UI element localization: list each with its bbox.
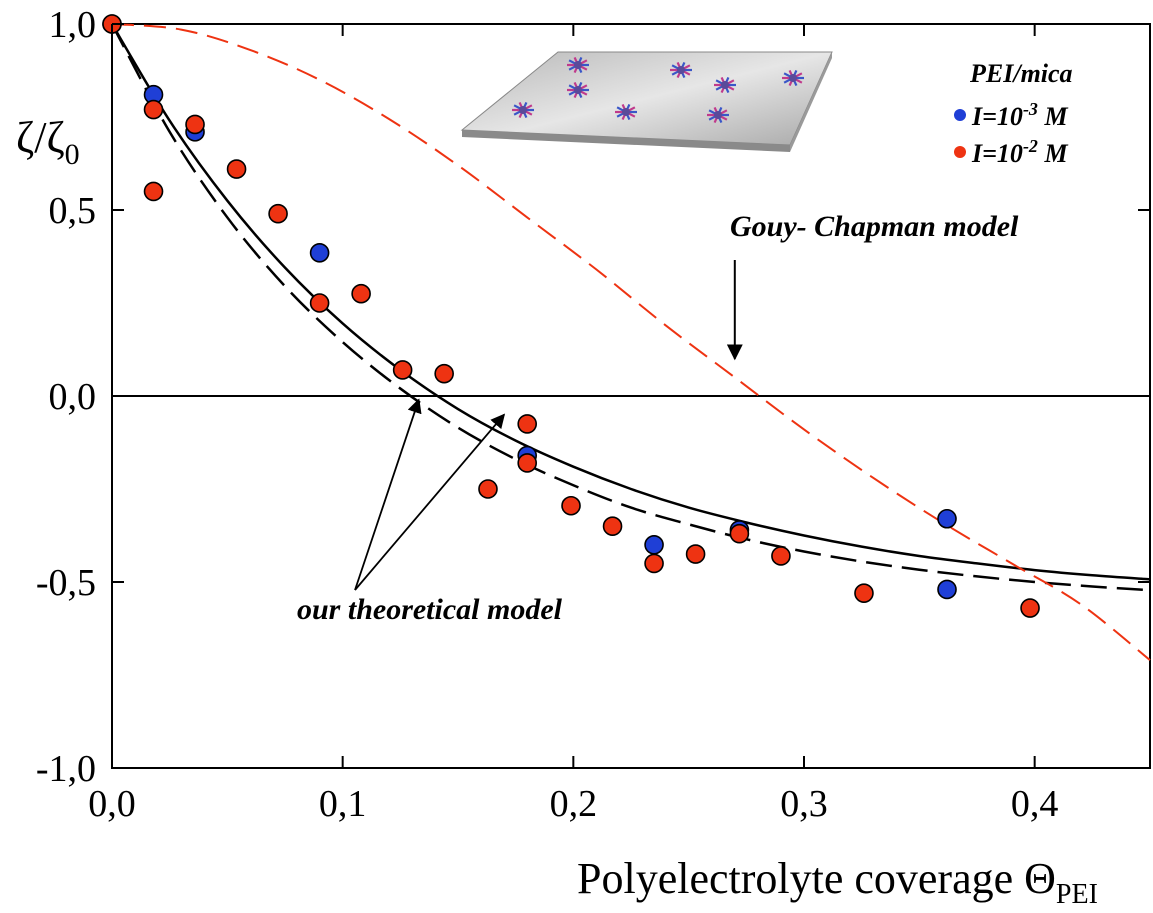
data-point-red xyxy=(1020,598,1040,618)
y-axis-label-main: ζ/ζ xyxy=(16,113,65,162)
data-point-red xyxy=(478,479,498,499)
data-point-red xyxy=(771,546,791,566)
data-point-red xyxy=(644,553,664,574)
legend-item-1-sup: -3 xyxy=(1023,99,1038,119)
data-points xyxy=(102,14,1040,618)
data-point-blue xyxy=(644,534,664,555)
data-point-red xyxy=(309,293,330,313)
data-point-red xyxy=(729,523,750,544)
x-axis-label-main: Polyelectrolyte coverage Θ xyxy=(577,854,1056,903)
y-axis-label-sub: 0 xyxy=(65,138,80,171)
pei-molecule xyxy=(714,76,736,94)
data-point-blue xyxy=(309,242,330,263)
x-tick-label: 0,0 xyxy=(88,783,136,825)
theory-curve-solid xyxy=(110,23,1151,581)
axis-ticks: 0,0 0,1 0,2 0,3 0,4 1,0 0,5 0,0 -0,5 -1,0 xyxy=(36,4,1150,825)
legend-item-1-suffix: M xyxy=(1038,102,1069,131)
annotations xyxy=(354,260,743,591)
pei-molecule xyxy=(567,56,589,74)
y-tick-label: -0,5 xyxy=(36,562,96,604)
data-point-blue xyxy=(937,508,957,529)
mica-slab-side xyxy=(790,52,832,152)
x-tick-label: 0,2 xyxy=(550,783,598,825)
legend: PEI/mica I=10-3 M I=10-2 M xyxy=(954,59,1073,168)
y-tick-label: -1,0 xyxy=(36,748,96,790)
data-point-red xyxy=(854,583,874,603)
pei-molecule xyxy=(567,81,589,99)
data-point-red xyxy=(602,516,623,537)
mica-surface-illustration xyxy=(460,51,833,152)
pei-molecule xyxy=(782,69,804,87)
theory-arrow-1 xyxy=(354,398,422,591)
data-point-red xyxy=(685,544,706,564)
data-point-red xyxy=(268,203,288,224)
y-tick-label: 0,5 xyxy=(49,190,97,232)
legend-item-1: I=10-3 M xyxy=(971,99,1068,131)
mica-slab-top xyxy=(460,51,833,146)
legend-marker-red xyxy=(954,146,966,158)
gouy-chapman-label: Gouy- Chapman model xyxy=(730,210,1019,243)
data-point-red xyxy=(517,414,538,434)
theory-arrow-2 xyxy=(354,413,506,591)
data-point-red xyxy=(561,495,581,516)
legend-title: PEI/mica xyxy=(969,59,1073,88)
theoretical-model-label: our theoretical model xyxy=(297,593,563,626)
data-point-red xyxy=(185,114,205,135)
y-tick-label: 1,0 xyxy=(49,4,97,46)
y-axis-label: ζ/ζ0 xyxy=(16,113,80,171)
data-point-red xyxy=(434,363,454,384)
pei-molecule xyxy=(512,101,534,119)
data-point-red xyxy=(517,453,538,473)
pei-molecule xyxy=(707,106,729,124)
x-axis-label-sub: PEI xyxy=(1056,879,1098,910)
legend-item-2-label: I=10 xyxy=(971,139,1023,168)
theory-curve-dashed xyxy=(110,23,1151,592)
data-point-blue xyxy=(937,579,957,600)
data-point-red xyxy=(143,181,164,202)
data-point-red xyxy=(392,360,413,380)
x-tick-label: 0,1 xyxy=(319,783,367,825)
legend-marker-blue xyxy=(954,109,966,121)
data-point-red xyxy=(143,99,164,120)
legend-item-2-suffix: M xyxy=(1038,139,1069,168)
data-point-red xyxy=(351,283,371,304)
x-tick-label: 0,3 xyxy=(780,783,828,825)
mica-slab-edge xyxy=(462,130,790,152)
legend-item-1-label: I=10 xyxy=(971,102,1023,131)
pei-molecule xyxy=(670,61,692,79)
pei-molecule xyxy=(615,103,637,121)
x-axis-label: Polyelectrolyte coverage ΘPEI xyxy=(577,854,1098,910)
legend-item-2: I=10-2 M xyxy=(971,136,1068,168)
x-tick-label: 0,4 xyxy=(1011,783,1059,825)
legend-item-2-sup: -2 xyxy=(1023,136,1038,156)
model-curves xyxy=(110,23,1151,661)
data-point-red xyxy=(226,159,247,179)
y-tick-label: 0,0 xyxy=(49,376,97,418)
